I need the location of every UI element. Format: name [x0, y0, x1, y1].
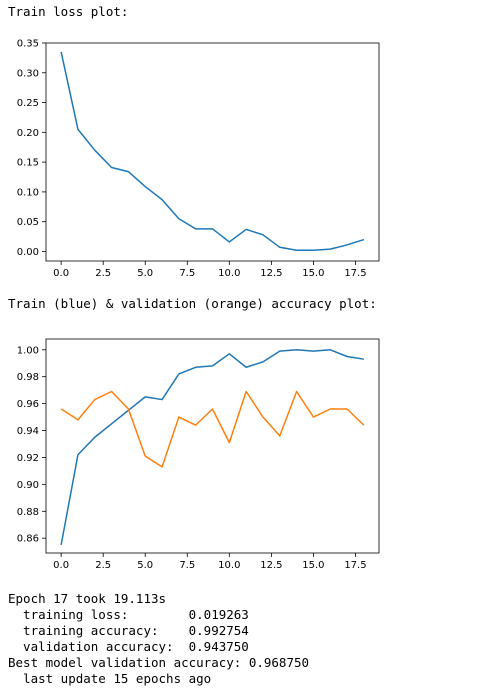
series-line-0: [60, 51, 365, 252]
plot-frame: [45, 42, 380, 262]
x-tick-label: 5.0: [137, 268, 153, 279]
x-tick-label: 2.5: [95, 560, 111, 571]
y-tick-label: 0.20: [17, 128, 39, 139]
y-tick-label: 0.90: [17, 480, 39, 491]
x-tick-label: 10.0: [218, 560, 240, 571]
y-tick-label: 0.30: [17, 68, 39, 79]
x-tick-label: 2.5: [95, 268, 111, 279]
plot-frame: [45, 338, 380, 554]
y-tick-label: 0.92: [17, 453, 39, 464]
x-tick-label: 17.5: [344, 268, 366, 279]
accuracy-chart: 0.0 2.5 5.0 7.5 10.0 12.5 15.0 17.5 0.86 0.88 0.90…: [17, 338, 380, 571]
y-tick-label: 0.86: [17, 534, 39, 545]
train-loss-chart: 0.0 2.5 5.0 7.5 10.0 12.5 15.0 17.5 0.00 0.05 0.10…: [17, 39, 380, 279]
log-line-epoch: Epoch 17 took 19.113s: [8, 591, 167, 606]
log-line-validation-accuracy: validation accuracy: 0.943750: [8, 639, 249, 654]
accuracy-plot-heading: Train (blue) & validation (orange) accur…: [8, 296, 377, 311]
x-tick-label: 10.0: [218, 268, 240, 279]
log-line-best-model: Best model validation accuracy: 0.968750: [8, 655, 310, 670]
y-tick-label: 0.00: [17, 247, 39, 258]
x-tick-label: 5.0: [137, 560, 153, 571]
y-tick-label: 0.10: [17, 187, 39, 198]
log-line-last-update: last update 15 epochs ago: [8, 671, 212, 686]
x-tick-label: 12.5: [260, 268, 282, 279]
series-line-1: [60, 390, 365, 468]
log-line-training-accuracy: training accuracy: 0.992754: [8, 623, 249, 638]
log-line-training-loss: training loss: 0.019263: [8, 607, 249, 622]
series-line-0: [60, 349, 364, 546]
y-tick-label: 0.94: [17, 426, 39, 437]
x-tick-label: 12.5: [260, 560, 282, 571]
y-tick-label: 0.35: [17, 39, 39, 50]
y-tick-label: 0.98: [17, 372, 39, 383]
x-tick-label: 0.0: [53, 268, 69, 279]
y-tick-label: 0.15: [17, 158, 39, 169]
y-tick-label: 0.88: [17, 507, 39, 518]
x-tick-label: 15.0: [302, 268, 324, 279]
y-tick-label: 1.00: [17, 345, 39, 356]
x-tick-label: 0.0: [53, 560, 69, 571]
x-tick-label: 7.5: [179, 268, 195, 279]
y-tick-label: 0.05: [17, 217, 39, 228]
loss-plot-heading: Train loss plot:: [8, 4, 129, 19]
y-tick-label: 0.96: [17, 399, 39, 410]
training-log: Epoch 17 took 19.113s training loss: 0.0…: [8, 591, 309, 687]
x-tick-label: 7.5: [179, 560, 195, 571]
x-tick-label: 15.0: [302, 560, 324, 571]
y-tick-label: 0.25: [17, 98, 39, 109]
x-tick-label: 17.5: [344, 560, 366, 571]
